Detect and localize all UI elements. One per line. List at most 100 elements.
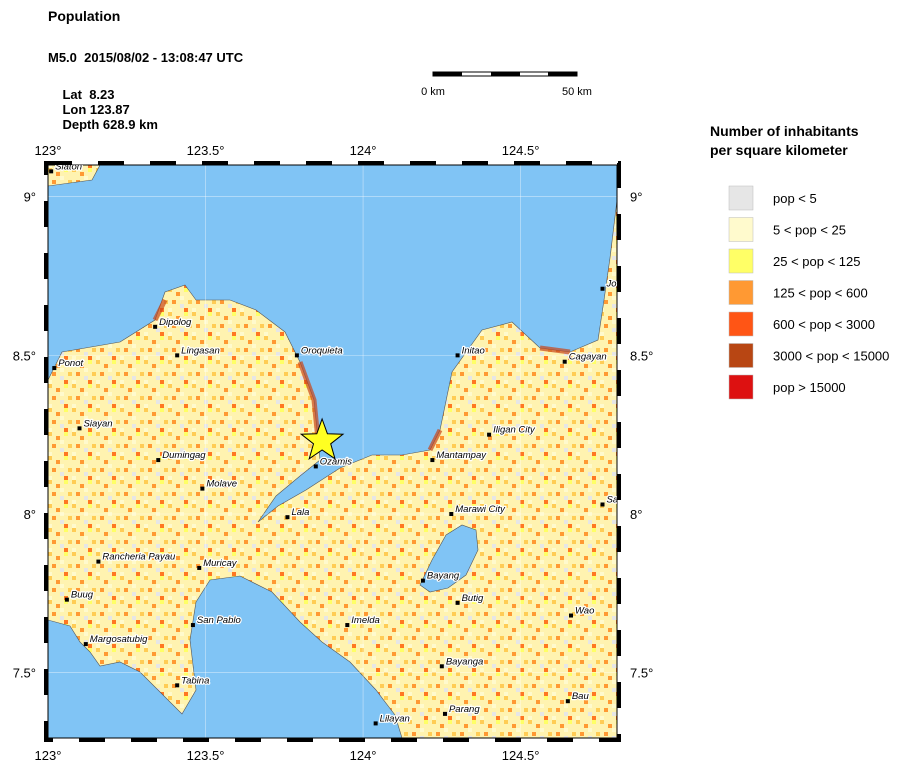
legend-swatch (728, 217, 754, 242)
city-label: Butig (462, 593, 484, 604)
city-label: Muricay (203, 558, 238, 569)
city-label: Sa (607, 494, 619, 505)
city-label: Iligan City (493, 425, 536, 436)
city-label: Wao (575, 606, 594, 617)
city-marker (562, 359, 567, 364)
lon-label: Lon (62, 102, 87, 117)
city-label: Lilayan (380, 713, 410, 724)
lon-tick-label: 123° (35, 143, 62, 158)
scale-end: 50 km (562, 86, 592, 98)
lat-tick-label: 9° (24, 190, 36, 205)
city-marker (455, 600, 460, 605)
urban-coast (152, 298, 571, 452)
city-marker (153, 324, 158, 329)
legend-label: 3000 < pop < 15000 (773, 349, 889, 364)
lon-tick-label: 124° (350, 748, 377, 763)
legend-swatch (728, 311, 754, 337)
city-marker (175, 353, 180, 358)
city-marker (294, 353, 299, 358)
lake-lanao (419, 524, 479, 593)
city-marker (313, 464, 318, 469)
lat-tick-label: 9° (630, 190, 642, 205)
cities: Siaton Dipolog Lingasan Oroquieta Ponot Siaya… (49, 161, 619, 726)
city-label: Initao (462, 345, 485, 356)
city-marker (77, 426, 82, 431)
lat: 8.23 (89, 87, 115, 102)
city-marker (449, 512, 454, 517)
city-label: Lala (291, 507, 309, 518)
lon-tick-label: 123.5° (187, 748, 225, 763)
city-marker (200, 486, 205, 491)
scale-start: 0 km (421, 86, 445, 98)
lat-tick-label: 7.5° (13, 666, 36, 681)
epicenter (299, 417, 345, 460)
frame (47, 164, 618, 739)
city-label: San Pablo (197, 615, 241, 626)
lat-tick-label: 7.5° (630, 666, 653, 681)
lon-tick-label: 123.5° (187, 143, 225, 158)
city-label: Bayanga (446, 656, 484, 667)
lon-tick-label: 124° (350, 143, 377, 158)
city-marker (373, 721, 378, 726)
legend-title: per square kilometer (710, 142, 848, 158)
city-label: Dumingag (162, 450, 206, 461)
city-label: Siaton (55, 161, 82, 172)
city-label: Siayan (84, 418, 113, 429)
lon: 123.87 (89, 102, 130, 117)
city-label: Rancheria Payau (102, 552, 176, 563)
city-label: Molave (206, 479, 237, 490)
event-location: Lat 8.23 Lon 123.87 Depth 628.9 km (48, 72, 157, 147)
legend-title: Number of inhabitants (710, 123, 859, 139)
scale-bar-segment (433, 72, 462, 76)
city-marker (442, 711, 447, 716)
scale-bar-segment (548, 72, 577, 76)
legend-swatch (728, 185, 754, 211)
depth-label: Depth (62, 117, 100, 132)
lon-tick-label: 123° (35, 748, 62, 763)
city-label: Bau (572, 691, 590, 702)
city-label: Parang (449, 704, 480, 715)
lat-tick-label: 8.5° (630, 348, 653, 363)
city-label: Jo (606, 279, 617, 290)
lat-tick-label: 8° (630, 507, 642, 522)
city-label: Marawi City (455, 504, 506, 515)
city-marker (600, 286, 605, 291)
city-marker (455, 353, 460, 358)
legend-label: 600 < pop < 3000 (773, 317, 875, 332)
city-label: Margosatubig (90, 634, 148, 645)
city-marker (52, 366, 57, 371)
lat-label: Lat (62, 87, 82, 102)
city-label: Dipolog (159, 317, 192, 328)
city-marker (197, 565, 202, 570)
land-north (48, 165, 101, 187)
legend-label: 25 < pop < 125 (773, 254, 860, 269)
city-marker (439, 664, 444, 669)
city-label: Cagayan (569, 352, 607, 363)
city-marker (430, 458, 435, 463)
city-marker (569, 613, 574, 618)
city-marker (64, 597, 69, 602)
city-label: Tabina (181, 675, 209, 686)
legend-swatch (728, 374, 754, 400)
legend-swatch (728, 280, 754, 305)
city-label: Bayang (427, 571, 460, 582)
city-label: Oroquieta (301, 345, 343, 356)
lon-tick-label: 124.5° (502, 143, 540, 158)
lat-tick-label: 8° (24, 507, 36, 522)
legend-swatch (728, 343, 754, 368)
event-line: M5.0 2015/08/02 - 13:08:47 UTC (48, 50, 244, 65)
city-marker (345, 623, 350, 628)
legend-swatch (728, 248, 754, 274)
lat-tick-label: 8.5° (13, 348, 36, 363)
city-marker (190, 623, 195, 628)
city-marker (96, 559, 101, 564)
city-marker (83, 642, 88, 647)
city-marker (420, 578, 425, 583)
city-marker (285, 515, 290, 520)
city-label: Buug (71, 590, 94, 601)
city-marker (49, 169, 54, 174)
city-marker (487, 432, 492, 437)
legend-label: 125 < pop < 600 (773, 286, 868, 301)
